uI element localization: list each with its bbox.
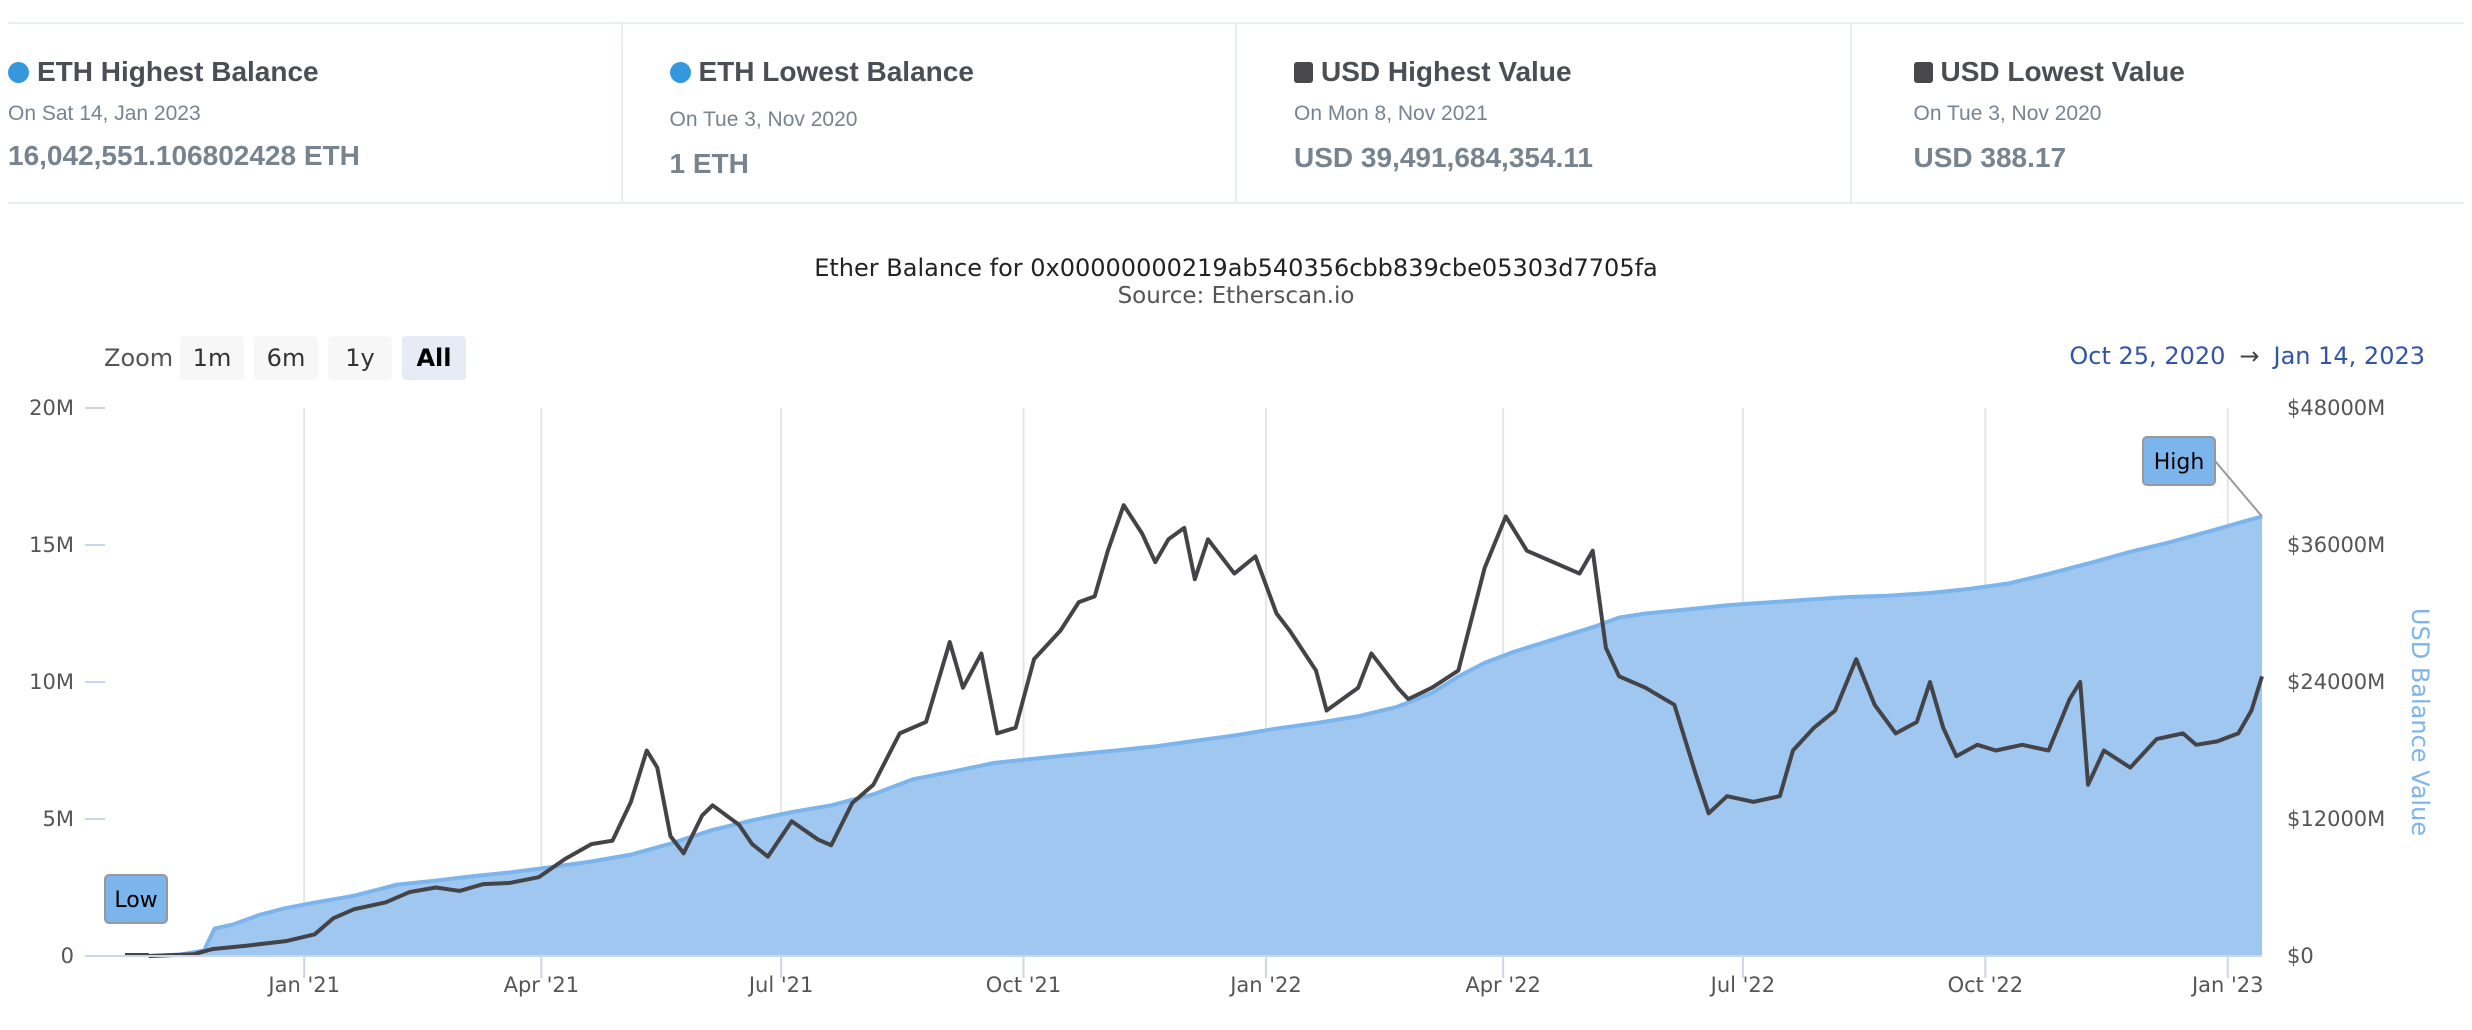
date-range-display: Oct 25, 2020 → Jan 14, 2023 bbox=[2069, 342, 2425, 370]
zoom-1m-button[interactable]: 1m bbox=[180, 336, 244, 380]
flag-high-label[interactable]: High bbox=[2154, 450, 2205, 475]
stat-title: ETH Lowest Balance bbox=[698, 56, 974, 87]
x-tick-label: Apr '21 bbox=[504, 973, 580, 997]
y-right-tick-label: $36000M bbox=[2287, 533, 2385, 557]
x-tick-label: Apr '22 bbox=[1465, 973, 1541, 997]
stat-value: 16,042,551.106802428 ETH bbox=[8, 140, 360, 171]
y-right-axis-title: USD Balance Value bbox=[2406, 608, 2434, 836]
stat-date: On Sat 14, Jan 2023 bbox=[8, 102, 201, 125]
flag-low-label[interactable]: Low bbox=[114, 888, 157, 913]
y-right-tick-label: $48000M bbox=[2287, 396, 2385, 420]
x-tick-label: Oct '22 bbox=[1948, 973, 2023, 997]
flags: Low High bbox=[104, 436, 2263, 924]
zoom-all-button[interactable]: All bbox=[402, 336, 466, 380]
stat-date: On Mon 8, Nov 2021 bbox=[1294, 102, 1488, 125]
x-tick-label: Jan '23 bbox=[2190, 973, 2264, 997]
eth-balance-line bbox=[148, 514, 2263, 958]
blue-circle-icon bbox=[669, 61, 691, 83]
chart-subtitle: Source: Etherscan.io bbox=[1117, 283, 1355, 309]
dark-square-icon bbox=[1913, 61, 1933, 83]
stat-date: On Tue 3, Nov 2020 bbox=[669, 108, 858, 131]
y-left-tick-label: 5M bbox=[43, 807, 74, 831]
zoom-6m-button[interactable]: 6m bbox=[254, 336, 318, 380]
blue-circle-icon bbox=[8, 61, 29, 83]
y-right-tick-label: $12000M bbox=[2287, 807, 2385, 831]
y-right-tick-label: $24000M bbox=[2287, 670, 2385, 694]
stat-title: USD Lowest Value bbox=[1940, 56, 2185, 87]
x-tick-label: Jul '21 bbox=[747, 973, 814, 997]
flag-low-box[interactable] bbox=[104, 874, 168, 924]
stat-value: USD 388.17 bbox=[1913, 142, 2067, 173]
stat-date: On Tue 3, Nov 2020 bbox=[1913, 102, 2102, 125]
range-to-date[interactable]: Jan 14, 2023 bbox=[2273, 342, 2426, 370]
axes: Jan '21 Apr '21 Jul '21 Oct '21 Jan '22 Apr '… bbox=[29, 396, 2434, 997]
stat-title: USD Highest Value bbox=[1321, 56, 1572, 87]
stat-usd-lowest-value: USD Lowest Value On Tue 3, Nov 2020 USD … bbox=[1852, 24, 2465, 202]
flag-connector bbox=[2214, 460, 2263, 518]
y-left-tick-label: 0 bbox=[61, 944, 74, 968]
stat-usd-highest-value: USD Highest Value On Mon 8, Nov 2021 USD… bbox=[1237, 24, 1852, 202]
dark-square-icon bbox=[1294, 61, 1313, 83]
stats-summary-bar: ETH Highest Balance On Sat 14, Jan 2023 … bbox=[8, 22, 2464, 204]
y-left-tick-label: 15M bbox=[29, 533, 74, 557]
zoom-1y-button[interactable]: 1y bbox=[328, 336, 392, 380]
zoom-label: Zoom bbox=[104, 344, 174, 372]
stat-value: 1 ETH bbox=[669, 148, 749, 179]
x-tick-label: Jul '22 bbox=[1709, 973, 1776, 997]
arrow-right-icon: → bbox=[2239, 342, 2260, 370]
x-tick-label: Jan '21 bbox=[266, 973, 340, 997]
stat-eth-highest-balance: ETH Highest Balance On Sat 14, Jan 2023 … bbox=[8, 24, 623, 202]
flag-high-box[interactable] bbox=[2142, 436, 2216, 486]
y-right-tick-label: $0 bbox=[2287, 944, 2314, 968]
stat-title: ETH Highest Balance bbox=[37, 56, 319, 87]
x-tick-label: Oct '21 bbox=[986, 973, 1061, 997]
chart-title: Ether Balance for 0x00000000219ab540356c… bbox=[814, 254, 1658, 282]
usd-value-line bbox=[148, 503, 2264, 958]
x-tick-label: Jan '22 bbox=[1228, 973, 1302, 997]
y-left-tick-label: 20M bbox=[29, 396, 74, 420]
range-from-date[interactable]: Oct 25, 2020 bbox=[2069, 342, 2226, 370]
stat-eth-lowest-balance: ETH Lowest Balance On Tue 3, Nov 2020 1 … bbox=[623, 24, 1237, 202]
y-left-tick-label: 10M bbox=[29, 670, 74, 694]
stat-value: USD 39,491,684,354.11 bbox=[1294, 142, 1593, 173]
